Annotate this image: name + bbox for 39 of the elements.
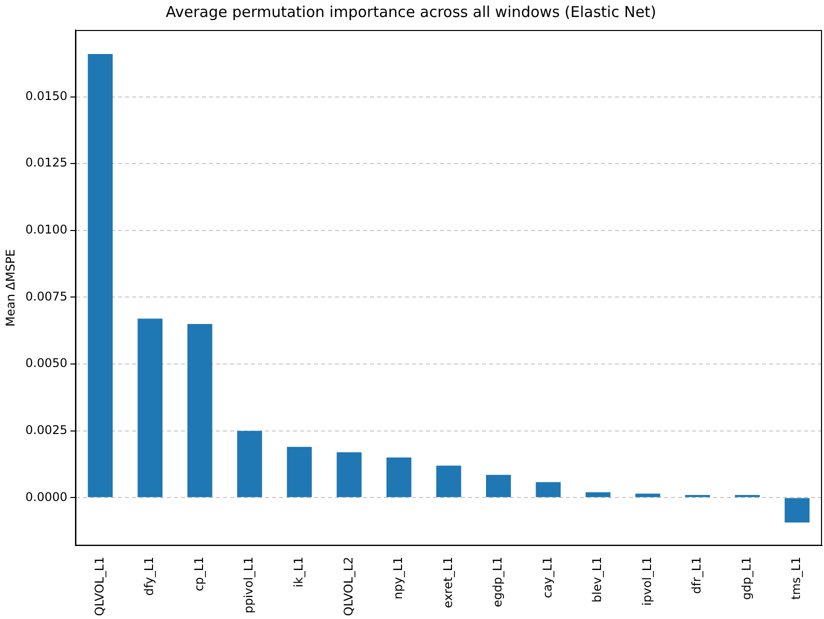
x-tick-label: ppivol_L1 — [242, 556, 256, 614]
x-tick-label: cp_L1 — [192, 556, 206, 592]
y-tick-label: 0.0000 — [25, 490, 68, 504]
x-tick-label: QLVOL_L2 — [341, 556, 356, 616]
y-tick-label: 0.0025 — [25, 422, 68, 437]
bar — [187, 324, 212, 498]
bar — [734, 494, 760, 498]
y-tick-label: 0.0075 — [25, 289, 68, 304]
bar — [436, 466, 462, 498]
y-tick-label: 0.0150 — [25, 88, 68, 103]
bar — [784, 498, 810, 522]
bar — [88, 54, 113, 498]
bar — [635, 494, 660, 498]
chart-title: Average permutation importance across all windows (Elastic Net) — [166, 2, 656, 21]
bar — [237, 430, 262, 498]
bar — [336, 452, 362, 498]
x-tick-label: dfr_L1 — [690, 556, 704, 594]
bar — [685, 494, 710, 498]
bar — [286, 446, 312, 498]
x-tick-label: dfy_L1 — [142, 556, 156, 596]
x-tick-label: QLVOL_L1 — [92, 556, 106, 616]
y-tick-label: 0.0125 — [25, 156, 68, 170]
x-tick-label: tms_L1 — [789, 556, 804, 600]
y-tick-label: 0.0100 — [25, 222, 68, 237]
bar — [138, 318, 162, 498]
x-tick-label: egdp_L1 — [490, 556, 505, 608]
x-tick-label: npy_L1 — [391, 556, 406, 600]
y-axis-title: Mean ΔMSPE — [3, 249, 18, 327]
x-tick-label: ik_L1 — [291, 556, 306, 588]
x-tick-label: ipvol_L1 — [640, 556, 654, 606]
x-tick-label: blev_L1 — [590, 556, 604, 603]
bar — [486, 474, 511, 498]
bar — [586, 492, 610, 498]
bar — [386, 458, 412, 498]
x-tick-label: exret_L1 — [440, 556, 455, 608]
bar — [536, 482, 561, 498]
x-tick-label: cay_L1 — [540, 556, 554, 598]
y-tick-label: 0.0050 — [25, 356, 68, 370]
x-tick-label: gdp_L1 — [739, 556, 754, 600]
